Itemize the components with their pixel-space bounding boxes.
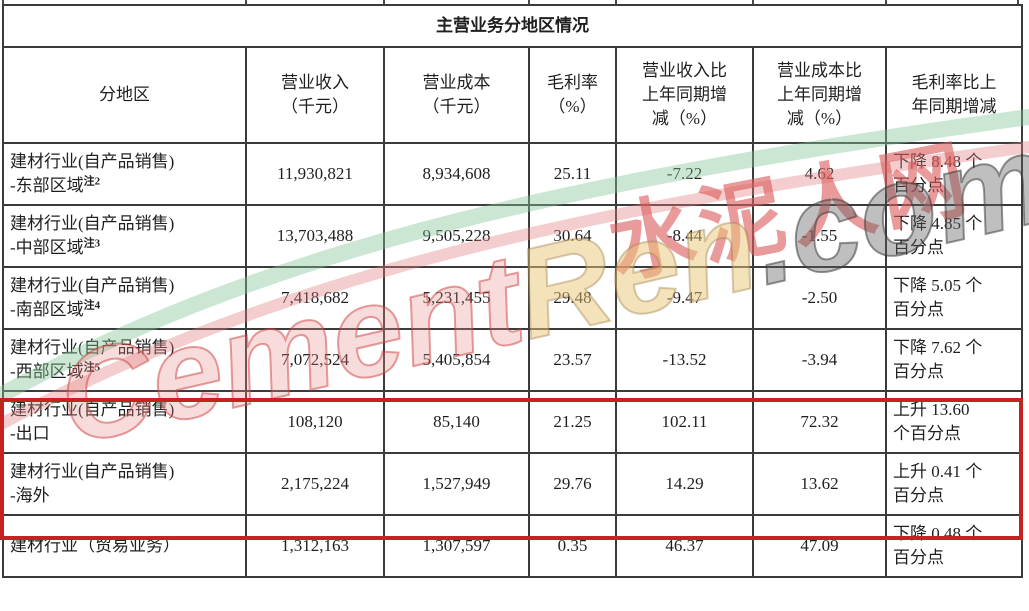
cost-chg-cell: -1.55 (752, 204, 887, 268)
margin-cell: 29.48 (528, 266, 617, 330)
cost-cell: 5,405,854 (383, 328, 530, 392)
table-row-export: 建材行业(自产品销售) -出口 108,120 85,140 21.25 102… (2, 390, 1024, 454)
grid-stub (383, 0, 385, 5)
region-label: 建材行业(自产品销售) -东部区域注2 (2, 142, 247, 206)
region-label: 建材行业(自产品销售) -中部区域注3 (2, 204, 247, 268)
revenue-cell: 13,703,488 (245, 204, 385, 268)
region-business-table: 主营业务分地区情况 分地区 营业收入 （千元） 营业成本 （千元） 毛利率 （%… (1, 4, 1024, 578)
revenue-cell: 11,930,821 (245, 142, 385, 206)
cost-chg-cell: -3.94 (752, 328, 887, 392)
footnote-ref: 注4 (83, 299, 101, 312)
grid-stub (2, 0, 4, 5)
region-label: 建材行业(自产品销售) -南部区域注4 (2, 266, 247, 330)
footnote-ref: 注3 (83, 237, 101, 250)
table-row-overseas: 建材行业(自产品销售) -海外 2,175,224 1,527,949 29.7… (2, 452, 1024, 516)
cost-chg-cell: 4.62 (752, 142, 887, 206)
table-row-central: 建材行业(自产品销售) -中部区域注3 13,703,488 9,505,228… (2, 204, 1024, 268)
grid-stub (528, 0, 530, 5)
col-header-margin: 毛利率 （%） (528, 46, 617, 144)
col-header-region: 分地区 (2, 46, 247, 144)
footnote-ref: 注2 (83, 175, 101, 188)
region-label: 建材行业(自产品销售) -出口 (2, 390, 247, 454)
header-row: 分地区 营业收入 （千元） 营业成本 （千元） 毛利率 （%） 营业收入比 上年… (2, 46, 1024, 144)
grid-stub (245, 0, 247, 5)
cost-cell: 1,307,597 (383, 514, 530, 578)
rev-chg-cell: 46.37 (615, 514, 754, 578)
rev-chg-cell: -13.52 (615, 328, 754, 392)
cost-cell: 85,140 (383, 390, 530, 454)
cost-cell: 9,505,228 (383, 204, 530, 268)
rev-chg-cell: -7.22 (615, 142, 754, 206)
grid-stub (1017, 0, 1019, 5)
footnote-ref: 注5 (83, 361, 101, 374)
cost-chg-cell: 72.32 (752, 390, 887, 454)
margin-chg-cell: 下降 4.85 个 百分点 (884, 204, 1024, 268)
margin-cell: 30.64 (528, 204, 617, 268)
margin-chg-cell: 上升 0.41 个 百分点 (884, 452, 1024, 516)
revenue-cell: 108,120 (245, 390, 385, 454)
cost-cell: 5,231,455 (383, 266, 530, 330)
grid-stub (885, 0, 887, 5)
rev-chg-cell: 102.11 (615, 390, 754, 454)
region-label: 建材行业（贸易业务） (2, 514, 247, 578)
rev-chg-cell: -9.47 (615, 266, 754, 330)
region-label: 建材行业(自产品销售) -海外 (2, 452, 247, 516)
grid-stub (752, 0, 754, 5)
grid-stub (615, 0, 617, 5)
revenue-cell: 7,072,524 (245, 328, 385, 392)
margin-chg-cell: 下降 0.48 个 百分点 (884, 514, 1024, 578)
table-row-east: 建材行业(自产品销售) -东部区域注2 11,930,821 8,934,608… (2, 142, 1024, 206)
rev-chg-cell: -8.44 (615, 204, 754, 268)
col-header-cost-chg: 营业成本比 上年同期增 减（%） (752, 46, 887, 144)
cost-chg-cell: 13.62 (752, 452, 887, 516)
col-header-cost: 营业成本 （千元） (383, 46, 530, 144)
table-row-south: 建材行业(自产品销售) -南部区域注4 7,418,682 5,231,455 … (2, 266, 1024, 330)
table-row-west: 建材行业(自产品销售) -西部区域注5 7,072,524 5,405,854 … (2, 328, 1024, 392)
revenue-cell: 1,312,163 (245, 514, 385, 578)
region-label: 建材行业(自产品销售) -西部区域注5 (2, 328, 247, 392)
margin-cell: 0.35 (528, 514, 617, 578)
margin-chg-cell: 下降 7.62 个 百分点 (884, 328, 1024, 392)
revenue-cell: 2,175,224 (245, 452, 385, 516)
revenue-cell: 7,418,682 (245, 266, 385, 330)
cost-chg-cell: 47.09 (752, 514, 887, 578)
margin-chg-cell: 下降 5.05 个 百分点 (884, 266, 1024, 330)
col-header-rev-chg: 营业收入比 上年同期增 减（%） (615, 46, 754, 144)
margin-cell: 21.25 (528, 390, 617, 454)
cost-cell: 1,527,949 (383, 452, 530, 516)
margin-cell: 23.57 (528, 328, 617, 392)
cost-chg-cell: -2.50 (752, 266, 887, 330)
col-header-revenue: 营业收入 （千元） (245, 46, 385, 144)
margin-chg-cell: 下降 8.48 个 百分点 (884, 142, 1024, 206)
col-header-margin-chg: 毛利率比上 年同期增减 (884, 46, 1024, 144)
margin-cell: 25.11 (528, 142, 617, 206)
margin-cell: 29.76 (528, 452, 617, 516)
margin-chg-cell: 上升 13.60 个百分点 (884, 390, 1024, 454)
table-row-trading: 建材行业（贸易业务） 1,312,163 1,307,597 0.35 46.3… (2, 514, 1024, 578)
table-title: 主营业务分地区情况 (1, 4, 1024, 48)
rev-chg-cell: 14.29 (615, 452, 754, 516)
cost-cell: 8,934,608 (383, 142, 530, 206)
